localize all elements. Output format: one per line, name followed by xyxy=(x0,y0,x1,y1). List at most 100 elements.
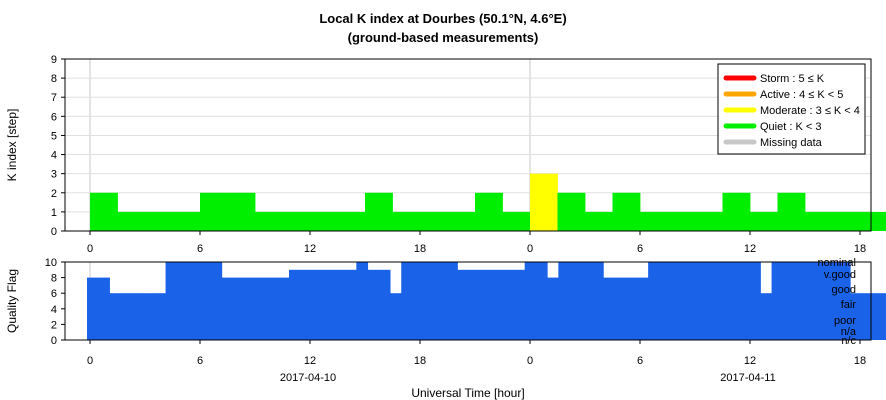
k-xtick-label: 0 xyxy=(527,243,533,255)
quality-bar xyxy=(614,277,627,340)
quality-ylabel: Quality Flag xyxy=(5,269,19,333)
quality-bar xyxy=(782,262,795,340)
quality-bar xyxy=(872,293,885,340)
quality-bar xyxy=(580,262,593,340)
k-index-bar xyxy=(282,211,311,231)
q-ytick-label: 10 xyxy=(45,257,57,269)
quality-bar xyxy=(345,269,357,340)
k-index-bar xyxy=(777,192,806,231)
quality-bar xyxy=(569,262,582,340)
quality-category-label: n/a xyxy=(841,326,857,338)
k-index-bar xyxy=(117,211,146,231)
k-index-bar xyxy=(722,192,751,231)
q-xtick-label: 18 xyxy=(414,355,426,367)
k-index-bar xyxy=(365,192,393,231)
k-index-bar xyxy=(612,192,641,231)
quality-bar xyxy=(401,262,413,340)
q-xtick-label: 6 xyxy=(637,355,643,367)
k-xtick-label: 18 xyxy=(414,243,426,255)
quality-bar xyxy=(715,262,728,340)
k-index-bar xyxy=(200,192,228,231)
quality-bar xyxy=(266,277,279,340)
quality-bar xyxy=(749,262,761,340)
k-index-bar xyxy=(557,192,586,231)
k-ytick-label: 4 xyxy=(51,150,57,162)
quality-bar xyxy=(838,262,851,340)
quality-bar xyxy=(232,277,245,340)
quality-bar xyxy=(794,262,806,340)
k-xtick-label: 12 xyxy=(304,243,316,255)
quality-bar xyxy=(592,262,604,340)
k-index-bar xyxy=(172,211,201,231)
k-index-bar xyxy=(310,211,338,231)
k-ytick-label: 7 xyxy=(51,92,57,104)
quality-bar xyxy=(827,262,840,340)
k-index-bar xyxy=(585,211,613,231)
quality-bar xyxy=(244,277,256,340)
quality-bar xyxy=(816,262,829,340)
k-ytick-label: 2 xyxy=(51,188,57,200)
quality-bar xyxy=(199,262,211,340)
quality-category-label: good xyxy=(832,284,856,296)
quality-bar xyxy=(300,269,312,340)
q-xtick-label: 12 xyxy=(744,355,756,367)
quality-bar xyxy=(883,293,886,340)
k-index-bar xyxy=(337,211,366,231)
quality-bar xyxy=(805,262,817,340)
q-xtick-label: 6 xyxy=(197,355,203,367)
date-label: 2017-04-11 xyxy=(720,372,775,384)
q-xtick-label: 0 xyxy=(527,355,533,367)
quality-bar xyxy=(468,269,481,340)
k-index-bar xyxy=(392,211,421,231)
k-ytick-label: 3 xyxy=(51,169,57,181)
quality-bar xyxy=(412,262,425,340)
quality-bar xyxy=(322,269,335,340)
quality-bar xyxy=(356,262,369,340)
quality-bar xyxy=(434,262,447,340)
q-ytick-label: 2 xyxy=(51,319,57,331)
quality-bar xyxy=(210,262,223,340)
quality-bar xyxy=(535,262,548,340)
quality-bar xyxy=(659,262,672,340)
k-ytick-label: 6 xyxy=(51,111,57,123)
quality-bar xyxy=(457,269,470,340)
k-xtick-label: 18 xyxy=(854,243,866,255)
quality-bar xyxy=(367,269,380,340)
quality-bar xyxy=(109,293,122,340)
k-xtick-label: 6 xyxy=(197,243,203,255)
k-index-bar xyxy=(145,211,173,231)
chart-title-line2: (ground-based measurements) xyxy=(348,30,539,45)
k-index-bar xyxy=(695,211,723,231)
quality-bar xyxy=(491,269,503,340)
quality-bar xyxy=(771,262,784,340)
quality-bar xyxy=(693,262,705,340)
q-xtick-label: 0 xyxy=(87,355,93,367)
q-xtick-label: 12 xyxy=(304,355,316,367)
quality-bar xyxy=(98,277,110,340)
quality-category-label: nominal xyxy=(817,257,856,269)
q-ytick-label: 8 xyxy=(51,273,57,285)
quality-bar xyxy=(625,277,638,340)
k-ytick-label: 9 xyxy=(51,54,57,66)
quality-bar xyxy=(760,293,773,340)
quality-bar xyxy=(221,277,234,340)
k-xtick-label: 6 xyxy=(637,243,643,255)
quality-bar xyxy=(861,293,874,340)
legend-label: Moderate : 3 ≤ K < 4 xyxy=(760,105,860,117)
k-index-bar xyxy=(750,211,778,231)
x-axis-label: Universal Time [hour] xyxy=(411,386,524,400)
legend-label: Missing data xyxy=(760,137,823,149)
k-index-bar xyxy=(502,211,531,231)
k-index-bar xyxy=(447,211,476,231)
k-index-plot-frame xyxy=(64,58,872,232)
legend-label: Active : 4 ≤ K < 5 xyxy=(760,89,843,101)
k-index-bar xyxy=(475,192,503,231)
k-xtick-label: 0 xyxy=(87,243,93,255)
k-index-bar xyxy=(832,211,861,231)
k-index-bar xyxy=(860,211,886,231)
k-ytick-label: 5 xyxy=(51,130,57,142)
legend-label: Quiet : K < 3 xyxy=(760,121,821,133)
k-index-bar xyxy=(640,211,668,231)
k-index-bar xyxy=(90,192,118,231)
